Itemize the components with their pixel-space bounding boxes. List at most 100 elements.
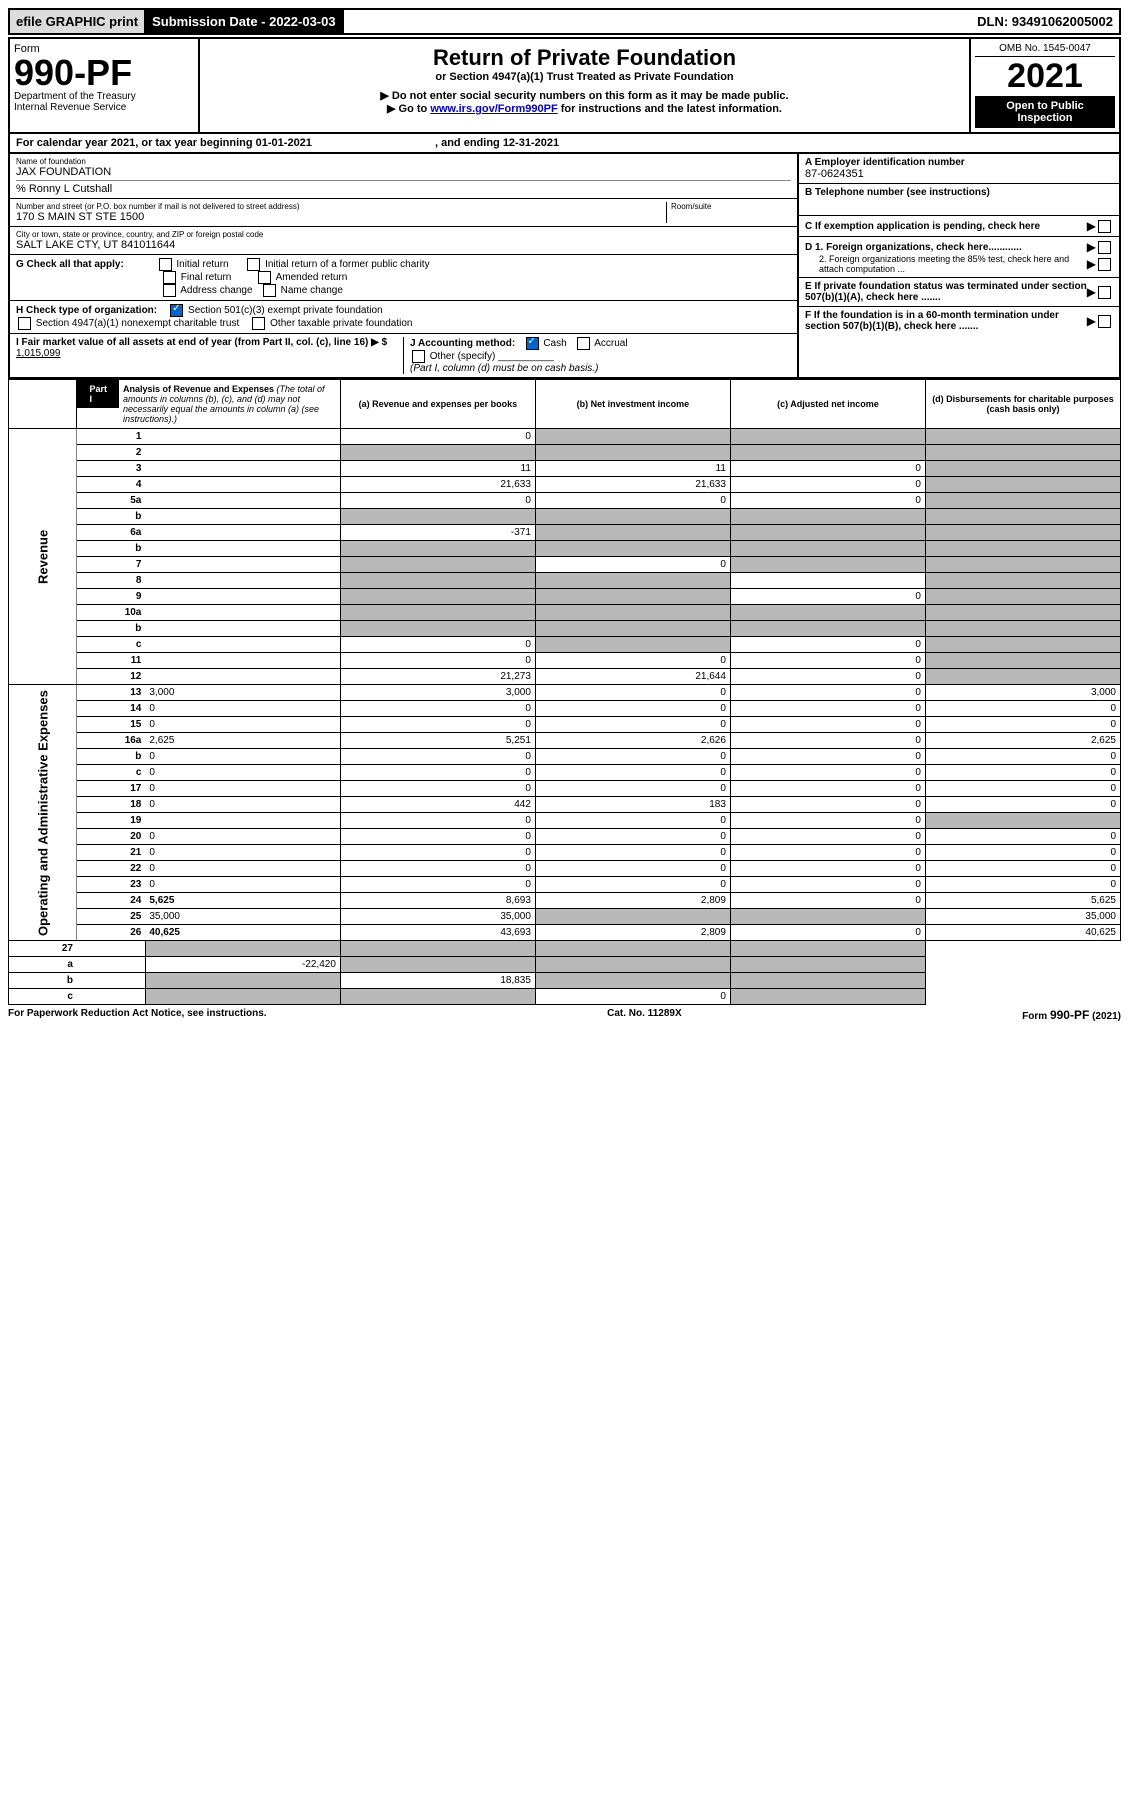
line-number: b xyxy=(77,541,145,557)
col-d-header: (d) Disbursements for charitable purpose… xyxy=(925,380,1120,429)
line-description xyxy=(145,557,340,573)
initial-return-label: Initial return xyxy=(176,259,228,270)
table-row: 90 xyxy=(9,589,1121,605)
data-cell xyxy=(925,461,1120,477)
data-cell: 0 xyxy=(730,685,925,701)
data-cell: 0 xyxy=(730,797,925,813)
501c3-checkbox[interactable] xyxy=(170,304,183,317)
foreign-85-checkbox[interactable] xyxy=(1098,258,1111,271)
data-cell: 3,000 xyxy=(340,685,535,701)
data-cell xyxy=(925,445,1120,461)
data-cell: 0 xyxy=(535,781,730,797)
cash-checkbox[interactable] xyxy=(526,337,539,350)
part1-tab: Part I xyxy=(77,380,119,408)
data-cell xyxy=(340,941,535,957)
data-cell xyxy=(340,589,535,605)
4947a1-checkbox[interactable] xyxy=(18,317,31,330)
data-cell: 0 xyxy=(340,877,535,893)
line-description: 2,625 xyxy=(145,733,340,749)
data-cell xyxy=(925,541,1120,557)
line-description xyxy=(145,573,340,589)
data-cell xyxy=(535,509,730,525)
data-cell xyxy=(340,605,535,621)
data-cell: 5,625 xyxy=(925,893,1120,909)
data-cell: 21,644 xyxy=(535,669,730,685)
efile-print-button[interactable]: efile GRAPHIC print xyxy=(10,10,146,33)
other-method-checkbox[interactable] xyxy=(412,350,425,363)
table-row: b xyxy=(9,509,1121,525)
data-cell: 0 xyxy=(925,765,1120,781)
data-cell xyxy=(535,621,730,637)
60-month-checkbox[interactable] xyxy=(1098,315,1111,328)
data-cell xyxy=(535,541,730,557)
data-cell xyxy=(730,621,925,637)
other-taxable-checkbox[interactable] xyxy=(252,317,265,330)
i-cell: I Fair market value of all assets at end… xyxy=(16,337,404,374)
line-number: 19 xyxy=(77,813,145,829)
data-cell: -371 xyxy=(340,525,535,541)
line-description: 0 xyxy=(145,701,340,717)
data-cell xyxy=(535,909,730,925)
data-cell: 8,693 xyxy=(340,893,535,909)
data-cell xyxy=(340,509,535,525)
exemption-pending-checkbox[interactable] xyxy=(1098,220,1111,233)
table-row: 1500000 xyxy=(9,717,1121,733)
table-row: 2640,62543,6932,809040,625 xyxy=(9,925,1121,941)
data-cell: 0 xyxy=(340,813,535,829)
line-number: 4 xyxy=(77,477,145,493)
form-header: Form 990-PF Department of the Treasury I… xyxy=(8,37,1121,134)
data-cell: 0 xyxy=(340,765,535,781)
line-number: 24 xyxy=(77,893,145,909)
ein-value: 87-0624351 xyxy=(805,168,1113,180)
initial-return-checkbox[interactable] xyxy=(159,258,172,271)
data-cell xyxy=(535,941,730,957)
data-cell xyxy=(340,957,535,973)
pointer-icon: ▶ xyxy=(1087,257,1096,271)
accrual-checkbox[interactable] xyxy=(577,337,590,350)
line-description: 0 xyxy=(145,861,340,877)
amended-return-checkbox[interactable] xyxy=(258,271,271,284)
table-row: Revenue10 xyxy=(9,429,1121,445)
j-cell: J Accounting method: Cash Accrual Other … xyxy=(404,337,791,374)
footer-right: Form 990-PF (2021) xyxy=(1022,1008,1121,1022)
e-cell: E If private foundation status was termi… xyxy=(799,278,1119,307)
data-cell: 0 xyxy=(730,701,925,717)
data-cell: 0 xyxy=(535,845,730,861)
address-change-checkbox[interactable] xyxy=(163,284,176,297)
data-cell: 0 xyxy=(340,749,535,765)
name-change-checkbox[interactable] xyxy=(263,284,276,297)
data-cell xyxy=(925,525,1120,541)
table-row: 5a000 xyxy=(9,493,1121,509)
line-description xyxy=(145,637,340,653)
data-cell xyxy=(535,957,730,973)
care-of: % Ronny L Cutshall xyxy=(16,180,791,195)
dln-number: DLN: 93491062005002 xyxy=(971,10,1119,33)
foreign-org-checkbox[interactable] xyxy=(1098,241,1111,254)
line-description: 40,625 xyxy=(145,925,340,941)
data-cell: 0 xyxy=(535,877,730,893)
table-row: 1700000 xyxy=(9,781,1121,797)
line-description xyxy=(145,541,340,557)
data-cell: 0 xyxy=(535,653,730,669)
table-row: 8 xyxy=(9,573,1121,589)
data-cell: 3,000 xyxy=(925,685,1120,701)
instructions-post: for instructions and the latest informat… xyxy=(558,103,782,115)
instructions-link[interactable]: www.irs.gov/Form990PF xyxy=(430,103,557,115)
line-number: 11 xyxy=(77,653,145,669)
data-cell: 0 xyxy=(925,829,1120,845)
addr-label: Number and street (or P.O. box number if… xyxy=(16,202,666,211)
line-description: 0 xyxy=(145,749,340,765)
table-row: b00000 xyxy=(9,749,1121,765)
line-number: 15 xyxy=(77,717,145,733)
initial-former-checkbox[interactable] xyxy=(247,258,260,271)
line-description: 0 xyxy=(145,781,340,797)
data-cell: 0 xyxy=(535,829,730,845)
data-cell xyxy=(535,573,730,589)
data-cell xyxy=(925,621,1120,637)
status-terminated-checkbox[interactable] xyxy=(1098,286,1111,299)
j-label: J Accounting method: xyxy=(410,338,515,349)
data-cell xyxy=(730,573,925,589)
data-cell: 183 xyxy=(535,797,730,813)
final-return-checkbox[interactable] xyxy=(163,271,176,284)
table-row: 18044218300 xyxy=(9,797,1121,813)
